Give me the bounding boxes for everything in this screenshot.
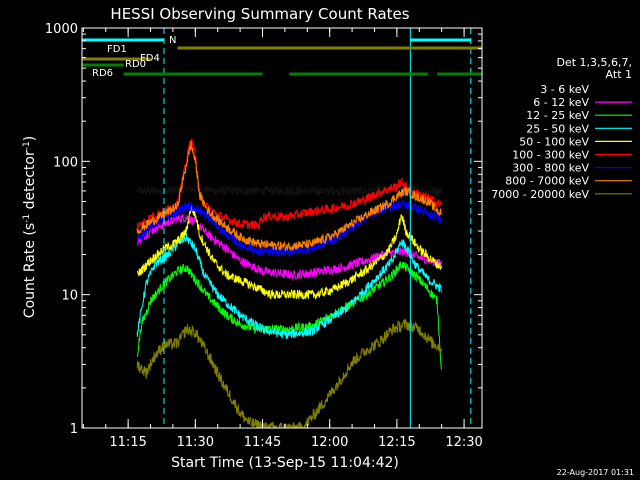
y-axis-label: Count Rate (s-1 detector-1) [22,136,38,318]
series-line-4 [136,232,442,340]
y-axis-label-sup1: -1 [22,214,32,223]
chart-title: HESSI Observing Summary Count Rates [110,5,409,23]
series-line-3 [136,261,442,370]
flag-label-rd0: RD0 [125,59,146,70]
legend-header-2: Att 1 [606,68,632,81]
x-axis-label: Start Time (13-Sep-15 11:04:42) [171,455,399,471]
legend-label-3: 12 - 25 keV [526,109,589,122]
legend-label-1: 3 - 6 keV [540,83,589,96]
legend-label-6: 100 - 300 keV [512,149,589,162]
y-axis-label-sup2: -1 [22,141,32,150]
legend-label-4: 25 - 50 keV [526,122,589,135]
legend-header-1: Det 1,3,5,6,7, [556,56,632,69]
y-axis-label-part1: Count Rate (s [22,223,38,318]
flag-label-fd4: FD4 [140,53,160,64]
y-tick-label: 10 [61,289,78,304]
legend-label-2: 6 - 12 keV [533,96,589,109]
series-line-5 [136,205,442,300]
series-line-8 [136,140,442,252]
series-group [136,138,442,428]
x-tick-label: 12:00 [311,435,348,450]
y-tick-label: 100 [53,155,78,170]
footer-date: 22-Aug-2017 01:31 [557,468,634,477]
y-axis-label-part3: ) [22,136,38,141]
x-tick-label: 11:30 [177,435,214,450]
series-line-7 [136,200,442,258]
legend-label-7: 300 - 800 keV [512,162,589,175]
flag-label-fd1: FD1 [107,44,127,55]
y-tick-label: 1000 [45,22,78,37]
flag-label-rd6: RD6 [92,68,113,79]
legend-label-5: 50 - 100 keV [519,135,589,148]
x-tick-label: 12:30 [445,435,482,450]
plot-frame [81,27,483,429]
series-line-2 [136,214,442,280]
x-tick-label: 11:15 [109,435,146,450]
y-axis-label-part2: detector [22,150,38,214]
x-tick-label: 12:15 [378,435,415,450]
series-line-9 [136,319,442,428]
y-tick-label: 1 [70,422,78,437]
series-line-6 [136,138,442,232]
flag-label-n: N [169,35,176,46]
legend-label-9: 7000 - 20000 keV [491,188,589,201]
legend-label-8: 800 - 7000 keV [505,175,589,188]
x-tick-label: 11:45 [244,435,281,450]
